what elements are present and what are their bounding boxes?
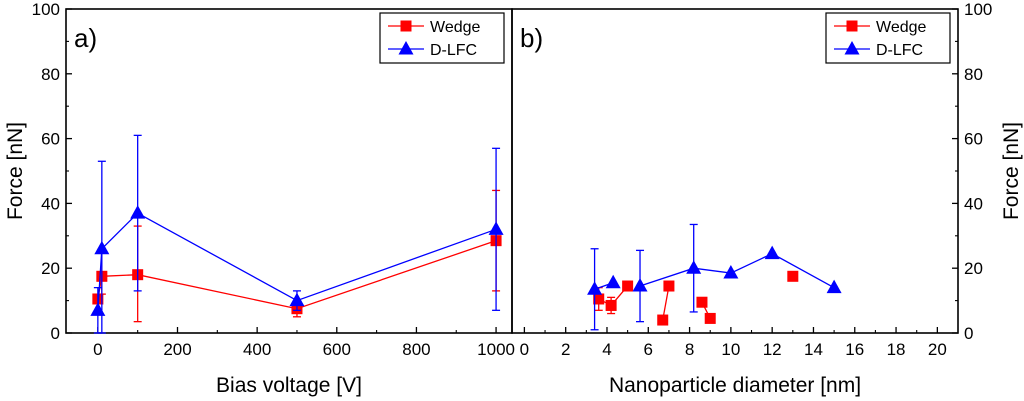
x-tick-label: 0	[520, 340, 529, 359]
data-point-d-lfc-triangle	[605, 274, 621, 289]
data-point-wedge-square	[400, 20, 412, 32]
x-tick-label: 18	[887, 340, 906, 359]
data-point-d-lfc-triangle	[289, 292, 305, 307]
legend-label: D-LFC	[876, 42, 923, 59]
y-tick-label: 80	[41, 65, 60, 84]
y-tick-label: 40	[41, 194, 60, 213]
y-tick-label: 80	[964, 65, 983, 84]
y-tick-label: 40	[964, 194, 983, 213]
legend-label: Wedge	[430, 19, 481, 36]
panel-label: a)	[74, 23, 97, 53]
y-tick-label: 60	[964, 130, 983, 149]
x-tick-label: 4	[602, 340, 611, 359]
x-tick-label: 2	[561, 340, 570, 359]
x-tick-label: 8	[685, 340, 694, 359]
panel-b: 0 2 4 6 8 10 12 14 16 18 20 0 20 40 60 80 100 Nanoparticl…	[511, 0, 1023, 397]
x-tick-label: 12	[763, 340, 782, 359]
data-point-wedge-square	[696, 296, 708, 308]
y-tick-label: 20	[964, 259, 983, 278]
x-tick-label: 16	[845, 340, 864, 359]
y-tick-label: 60	[41, 130, 60, 149]
data-point-wedge-square	[787, 270, 799, 282]
series-d-lfc	[90, 134, 504, 334]
data-point-d-lfc-triangle	[723, 265, 739, 279]
legend: Wedge D-LFC	[379, 12, 505, 64]
y-tick-label: 20	[41, 259, 60, 278]
data-point-d-lfc-triangle	[398, 41, 414, 55]
x-tick-label: 400	[243, 340, 271, 359]
y-axis-title: Force [nN]	[4, 122, 27, 220]
legend: Wedge D-LFC	[825, 12, 951, 64]
series-wedge	[593, 270, 799, 326]
data-point-d-lfc-triangle	[130, 205, 146, 219]
x-tick-label: 0	[93, 340, 102, 359]
y-axis-title: Force [nN]	[1000, 122, 1023, 220]
panel-a: 0 200 400 600 800 1000 0 20 40 60 80 100 Bias voltag…	[4, 0, 515, 397]
x-tick-label: 800	[402, 340, 430, 359]
data-point-d-lfc-triangle	[844, 41, 860, 55]
x-tick-label: 20	[928, 340, 947, 359]
data-point-wedge-square	[846, 20, 858, 32]
data-point-d-lfc-triangle	[488, 221, 504, 235]
panel-label: b)	[520, 23, 543, 53]
x-tick-label: 10	[721, 340, 740, 359]
y-tick-label: 100	[964, 0, 992, 19]
series-line	[662, 285, 670, 321]
legend-label: Wedge	[876, 19, 927, 36]
data-point-wedge-square	[593, 293, 605, 305]
y-tick-label: 0	[964, 324, 973, 343]
x-tick-label: 600	[323, 340, 351, 359]
data-point-wedge-square	[605, 299, 617, 311]
x-tick-label: 6	[644, 340, 653, 359]
x-tick-label: 1000	[477, 340, 515, 359]
data-point-wedge-square	[622, 280, 634, 292]
data-point-d-lfc-triangle	[826, 279, 842, 294]
x-axis-title: Nanoparticle diameter [nm]	[609, 374, 861, 397]
data-point-wedge-square	[704, 312, 716, 324]
data-point-d-lfc-triangle	[632, 278, 648, 292]
data-point-d-lfc-triangle	[764, 245, 780, 260]
y-tick-label: 0	[51, 324, 60, 343]
data-point-wedge-square	[663, 280, 675, 292]
data-point-d-lfc-triangle	[94, 240, 110, 255]
data-point-d-lfc-triangle	[686, 260, 702, 274]
x-axis-title: Bias voltage [V]	[216, 374, 362, 397]
data-point-d-lfc-triangle	[587, 281, 603, 295]
data-point-d-lfc-triangle	[90, 302, 106, 316]
x-tick-label: 200	[163, 340, 191, 359]
data-point-wedge-square	[657, 314, 669, 326]
x-tick-label: 14	[804, 340, 823, 359]
y-tick-label: 100	[32, 0, 60, 19]
series-d-lfc	[587, 223, 842, 331]
legend-label: D-LFC	[430, 42, 477, 59]
